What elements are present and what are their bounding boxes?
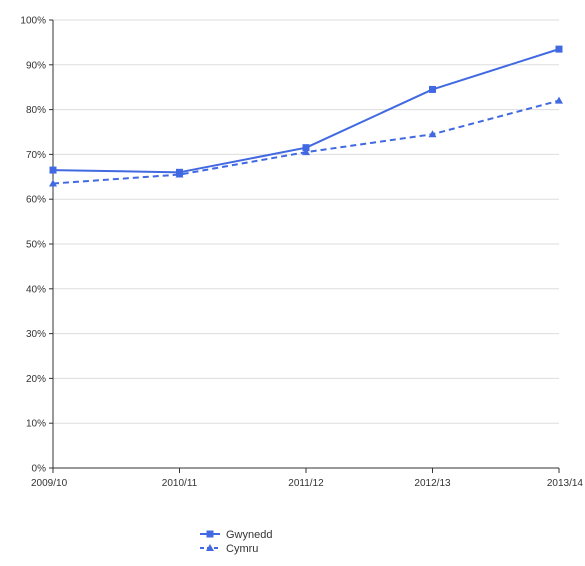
y-tick-label: 20% — [26, 374, 46, 385]
data-point-gwynedd — [49, 166, 57, 174]
series-layer — [49, 45, 563, 187]
gridlines — [53, 19, 559, 424]
y-tick-label: 40% — [26, 284, 46, 295]
legend-label: Gwynedd — [226, 529, 272, 541]
y-axis-ticks: 0% 10% 20% 30% 40% 50% 60% 70% 80% 90% 100% — [20, 16, 53, 475]
data-point-cymru — [428, 130, 437, 138]
y-tick-label: 70% — [26, 150, 46, 161]
legend: Gwynedd Cymru — [200, 529, 272, 555]
legend-swatch-marker — [206, 530, 214, 538]
x-tick-label: 2013/14 — [547, 478, 584, 489]
y-tick-label: 10% — [26, 419, 46, 430]
y-tick-label: 90% — [26, 60, 46, 71]
y-tick-label: 80% — [26, 105, 46, 116]
x-tick-label: 2010/11 — [162, 478, 198, 489]
legend-item-gwynedd: Gwynedd — [200, 529, 272, 541]
data-point-gwynedd — [429, 85, 436, 93]
data-point-cymru — [49, 179, 57, 187]
data-point-gwynedd — [555, 45, 563, 53]
x-tick-label: 2009/10 — [31, 478, 68, 489]
y-tick-label: 60% — [26, 195, 46, 206]
data-point-cymru — [175, 170, 184, 178]
data-point-gwynedd — [302, 144, 310, 152]
data-point-cymru — [555, 96, 563, 104]
x-tick-label: 2011/12 — [288, 478, 324, 489]
x-axis-ticks: 2009/10 2010/11 2011/12 2012/13 2013/14 — [31, 468, 583, 489]
legend-swatch-marker — [206, 544, 214, 551]
y-tick-label: 0% — [32, 464, 47, 475]
legend-item-cymru: Cymru — [200, 543, 258, 555]
y-tick-label: 30% — [26, 329, 46, 340]
x-tick-label: 2012/13 — [414, 478, 451, 489]
y-tick-label: 50% — [26, 240, 46, 251]
data-point-cymru — [302, 148, 310, 156]
y-tick-label: 100% — [20, 16, 46, 27]
legend-label: Cymru — [226, 543, 258, 555]
series-cymru — [49, 96, 563, 187]
